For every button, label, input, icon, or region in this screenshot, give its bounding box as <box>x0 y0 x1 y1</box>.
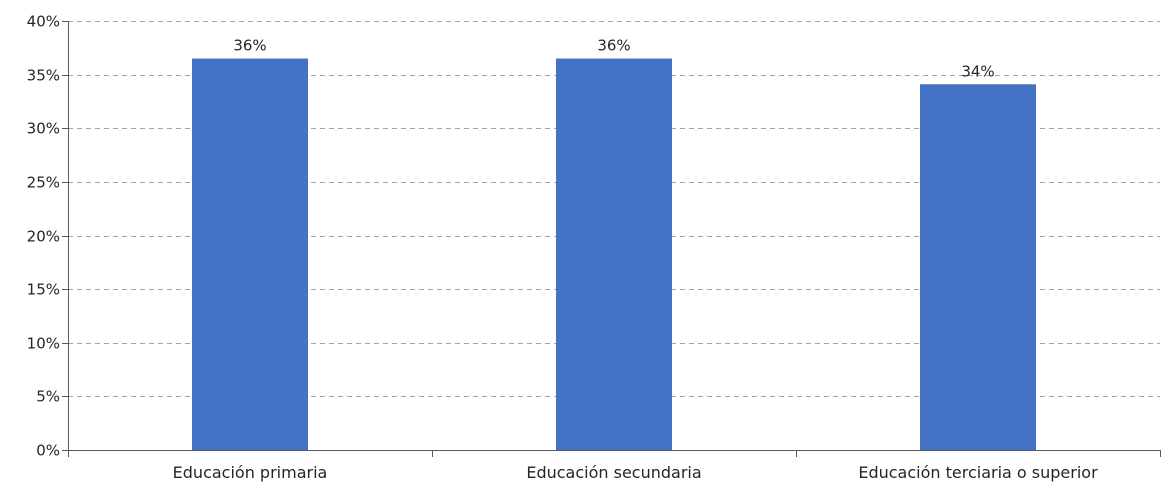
axes <box>62 21 1161 457</box>
labels: 0% 5% 10% 15% 20% 25% 30% 35% 40% 36% Educación pr… <box>27 13 1098 483</box>
y-tick-label-6: 30% <box>27 120 60 138</box>
bars <box>192 58 1036 450</box>
y-tick-label-2: 10% <box>27 335 60 353</box>
bar-1 <box>556 58 672 450</box>
data-label-1: 36% <box>597 37 630 55</box>
y-tick-label-5: 25% <box>27 174 60 192</box>
y-tick-label-3: 15% <box>27 281 60 299</box>
y-tick-label-0: 0% <box>36 442 60 460</box>
category-label-2: Educación terciaria o superior <box>858 463 1098 482</box>
y-tick-label-1: 5% <box>36 388 60 406</box>
data-label-2: 34% <box>961 62 994 80</box>
category-label-0: Educación primaria <box>173 463 328 482</box>
bar-2 <box>920 84 1036 450</box>
bar-0 <box>192 58 308 450</box>
y-tick-label-4: 20% <box>27 228 60 246</box>
data-label-0: 36% <box>233 37 266 55</box>
y-tick-label-8: 40% <box>27 13 60 31</box>
y-tick-label-7: 35% <box>27 67 60 85</box>
category-label-1: Educación secundaria <box>526 463 701 482</box>
